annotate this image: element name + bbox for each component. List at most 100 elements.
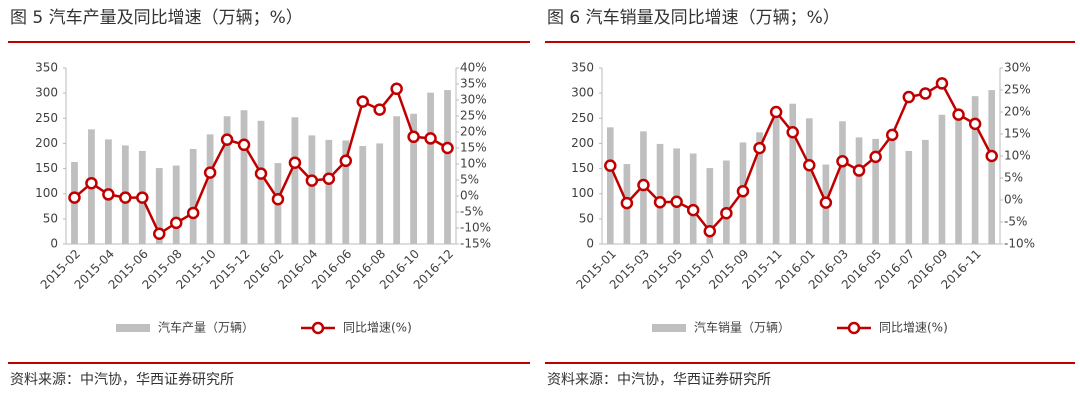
marker bbox=[153, 227, 166, 241]
y2-tick-label: 5% bbox=[1004, 171, 1023, 185]
marker bbox=[407, 130, 420, 144]
y2-tick-label: -10% bbox=[1004, 237, 1035, 251]
y-tick-label: 350 bbox=[571, 61, 594, 75]
y2-tick-label: -5% bbox=[460, 205, 483, 219]
y2-tick-label: 20% bbox=[1004, 105, 1031, 119]
y2-tick-label: 15% bbox=[1004, 127, 1031, 141]
y2-tick-label: 40% bbox=[460, 61, 487, 75]
marker bbox=[885, 128, 899, 142]
y2-tick-label: 10% bbox=[460, 157, 487, 171]
marker bbox=[720, 206, 733, 220]
marker bbox=[919, 87, 932, 100]
marker bbox=[985, 149, 998, 163]
bar bbox=[444, 90, 451, 244]
bar bbox=[240, 110, 248, 245]
y-tick-label: 350 bbox=[35, 61, 58, 75]
marker bbox=[753, 141, 766, 155]
y2-tick-label: -15% bbox=[460, 237, 491, 251]
y-tick-label: 50 bbox=[43, 211, 58, 225]
y2-tick-label: 35% bbox=[460, 77, 487, 91]
y-tick-label: 100 bbox=[571, 186, 594, 200]
chart-title: 图 6 汽车销量及同比增速（万辆；%） bbox=[547, 8, 840, 28]
legend-label: 同比增速(%) bbox=[343, 321, 412, 335]
marker bbox=[803, 158, 816, 172]
bar bbox=[689, 153, 697, 244]
bar bbox=[789, 103, 797, 245]
marker bbox=[119, 191, 132, 204]
marker bbox=[836, 155, 849, 168]
y-tick-label: 0 bbox=[586, 237, 594, 251]
bar bbox=[756, 132, 763, 244]
marker bbox=[637, 178, 650, 192]
y-tick-label: 300 bbox=[571, 86, 594, 100]
marker bbox=[68, 191, 81, 204]
y2-tick-label: 15% bbox=[460, 141, 487, 155]
marker bbox=[85, 176, 98, 190]
bar bbox=[839, 121, 846, 244]
source-note: 资料来源：中汽协，华西证券研究所 bbox=[10, 372, 234, 388]
y2-tick-label: 30% bbox=[1004, 61, 1031, 75]
bar bbox=[988, 90, 996, 244]
bar bbox=[308, 135, 316, 244]
legend-swatch bbox=[847, 321, 861, 335]
bar bbox=[359, 145, 367, 244]
bar bbox=[872, 138, 879, 244]
bar bbox=[325, 139, 333, 244]
marker bbox=[869, 150, 882, 164]
bar bbox=[971, 96, 979, 244]
y2-tick-label: 5% bbox=[460, 173, 479, 187]
y-tick-label: 100 bbox=[35, 186, 58, 200]
y-tick-label: 300 bbox=[35, 86, 58, 100]
bar bbox=[376, 143, 384, 244]
marker bbox=[703, 224, 717, 238]
marker bbox=[736, 184, 750, 198]
y2-tick-label: 25% bbox=[1004, 83, 1031, 97]
bar bbox=[427, 92, 434, 244]
marker bbox=[322, 172, 336, 185]
bar bbox=[189, 148, 197, 244]
y-tick-label: 200 bbox=[35, 136, 58, 150]
bar bbox=[772, 118, 780, 244]
y-tick-label: 0 bbox=[50, 237, 58, 251]
bar bbox=[206, 134, 214, 244]
marker bbox=[604, 159, 617, 172]
marker bbox=[441, 141, 454, 155]
bar bbox=[922, 139, 929, 244]
legend-label: 汽车销量（万辆） bbox=[694, 320, 790, 335]
y2-tick-label: 0% bbox=[460, 189, 479, 203]
marker bbox=[288, 156, 302, 169]
legend-label: 汽车产量（万辆） bbox=[158, 320, 254, 335]
marker bbox=[670, 195, 683, 209]
marker bbox=[653, 195, 667, 209]
y-tick-label: 150 bbox=[571, 161, 594, 175]
marker bbox=[186, 206, 200, 220]
y-tick-label: 150 bbox=[35, 161, 58, 175]
bar bbox=[223, 116, 231, 244]
legend-swatch bbox=[652, 324, 686, 332]
bar bbox=[855, 137, 863, 244]
bar bbox=[805, 118, 813, 244]
legend-swatch bbox=[311, 321, 325, 335]
marker bbox=[373, 103, 386, 116]
marker bbox=[390, 82, 403, 96]
marker bbox=[169, 216, 183, 230]
marker bbox=[271, 192, 285, 206]
y2-tick-label: 10% bbox=[1004, 149, 1031, 163]
y2-tick-label: 20% bbox=[460, 125, 487, 139]
marker bbox=[852, 164, 866, 177]
marker bbox=[424, 132, 437, 145]
bar bbox=[656, 143, 664, 244]
marker bbox=[136, 191, 149, 204]
bar bbox=[257, 120, 265, 244]
marker bbox=[952, 108, 965, 121]
marker bbox=[220, 133, 234, 146]
y2-tick-label: 0% bbox=[1004, 193, 1023, 207]
marker bbox=[356, 95, 369, 108]
bar bbox=[905, 150, 913, 244]
marker bbox=[769, 105, 783, 119]
marker bbox=[254, 167, 268, 180]
marker bbox=[305, 174, 319, 187]
chart-title: 图 5 汽车产量及同比增速（万辆；%） bbox=[10, 8, 303, 28]
marker bbox=[620, 196, 634, 210]
